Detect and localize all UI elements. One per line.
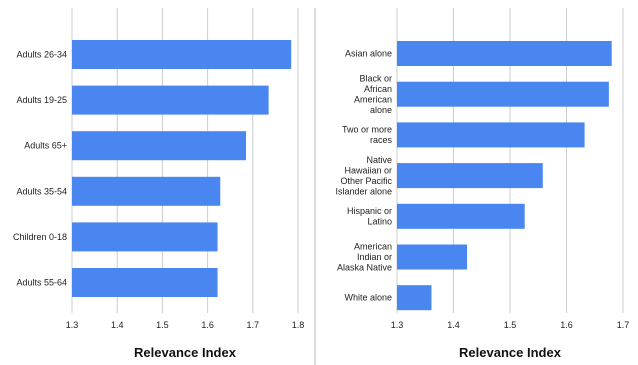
- race-chart-tick-label: 1.3: [391, 320, 404, 330]
- race-chart-bar: [397, 163, 543, 189]
- age-chart-category-labels: Adults 26-34 Adults 19-25 Adults 65+ Adults…: [13, 50, 67, 288]
- race-chart-tick-label: 1.6: [560, 320, 573, 330]
- race-chart-category-label: American Indian or Alaska Native: [337, 242, 392, 273]
- race-chart-bar: [397, 41, 612, 66]
- age-chart-tick-label: 1.6: [201, 320, 214, 330]
- age-chart-bar: [72, 85, 269, 115]
- race-chart-category-label: Two or more races: [342, 125, 393, 146]
- age-chart-category-label: Children 0-18: [13, 232, 67, 242]
- race-chart-bar: [397, 203, 525, 229]
- race-chart-category-label: Native Hawaiian or Other Pacific Islander a…: [335, 155, 392, 197]
- race-chart-tick-labels: 1.3 1.4 1.5 1.6 1.7: [391, 320, 630, 330]
- race-chart-tick-label: 1.4: [447, 320, 460, 330]
- age-chart-category-label: Adults 65+: [24, 141, 67, 151]
- race-chart-tick-label: 1.5: [504, 320, 517, 330]
- age-chart-tick-labels: 1.3 1.4 1.5 1.6 1.7 1.8: [66, 320, 305, 330]
- race-chart-category-labels: Asian alone Black or African American alone T…: [335, 49, 392, 303]
- race-chart-category-label: Asian alone: [345, 49, 392, 59]
- race-chart-bar: [397, 122, 585, 148]
- race-chart-tick-label: 1.7: [617, 320, 630, 330]
- age-chart-tick-label: 1.5: [156, 320, 169, 330]
- race-chart-category-label: Black or African American alone: [354, 73, 392, 115]
- age-chart-bar: [72, 131, 247, 161]
- age-chart-category-label: Adults 19-25: [16, 95, 67, 105]
- race-chart-category-label: White alone: [344, 293, 392, 303]
- age-chart-bar: [72, 268, 218, 297]
- race-chart-category-label: Hispanic or Latino: [347, 206, 392, 227]
- race-chart-bar: [397, 81, 609, 107]
- age-chart-bar: [72, 176, 221, 206]
- age-chart-x-axis-title: Relevance Index: [134, 345, 237, 360]
- age-chart-bar: [72, 222, 218, 252]
- race-chart: Asian alone Black or African American alone T…: [335, 8, 629, 360]
- age-chart-category-label: Adults 26-34: [16, 50, 67, 60]
- age-chart: Adults 26-34 Adults 19-25 Adults 65+ Adults…: [13, 8, 304, 360]
- race-chart-bar: [397, 285, 432, 311]
- age-chart-tick-label: 1.8: [292, 320, 305, 330]
- age-chart-bars: [72, 40, 292, 297]
- age-chart-category-label: Adults 55-64: [16, 278, 67, 288]
- age-chart-tick-label: 1.4: [111, 320, 124, 330]
- age-chart-tick-label: 1.7: [247, 320, 260, 330]
- race-chart-bars: [397, 41, 612, 311]
- race-chart-x-axis-title: Relevance Index: [459, 345, 562, 360]
- age-chart-category-label: Adults 35-54: [16, 186, 67, 196]
- age-chart-tick-label: 1.3: [66, 320, 79, 330]
- age-chart-bar: [72, 40, 292, 69]
- race-chart-bar: [397, 244, 468, 270]
